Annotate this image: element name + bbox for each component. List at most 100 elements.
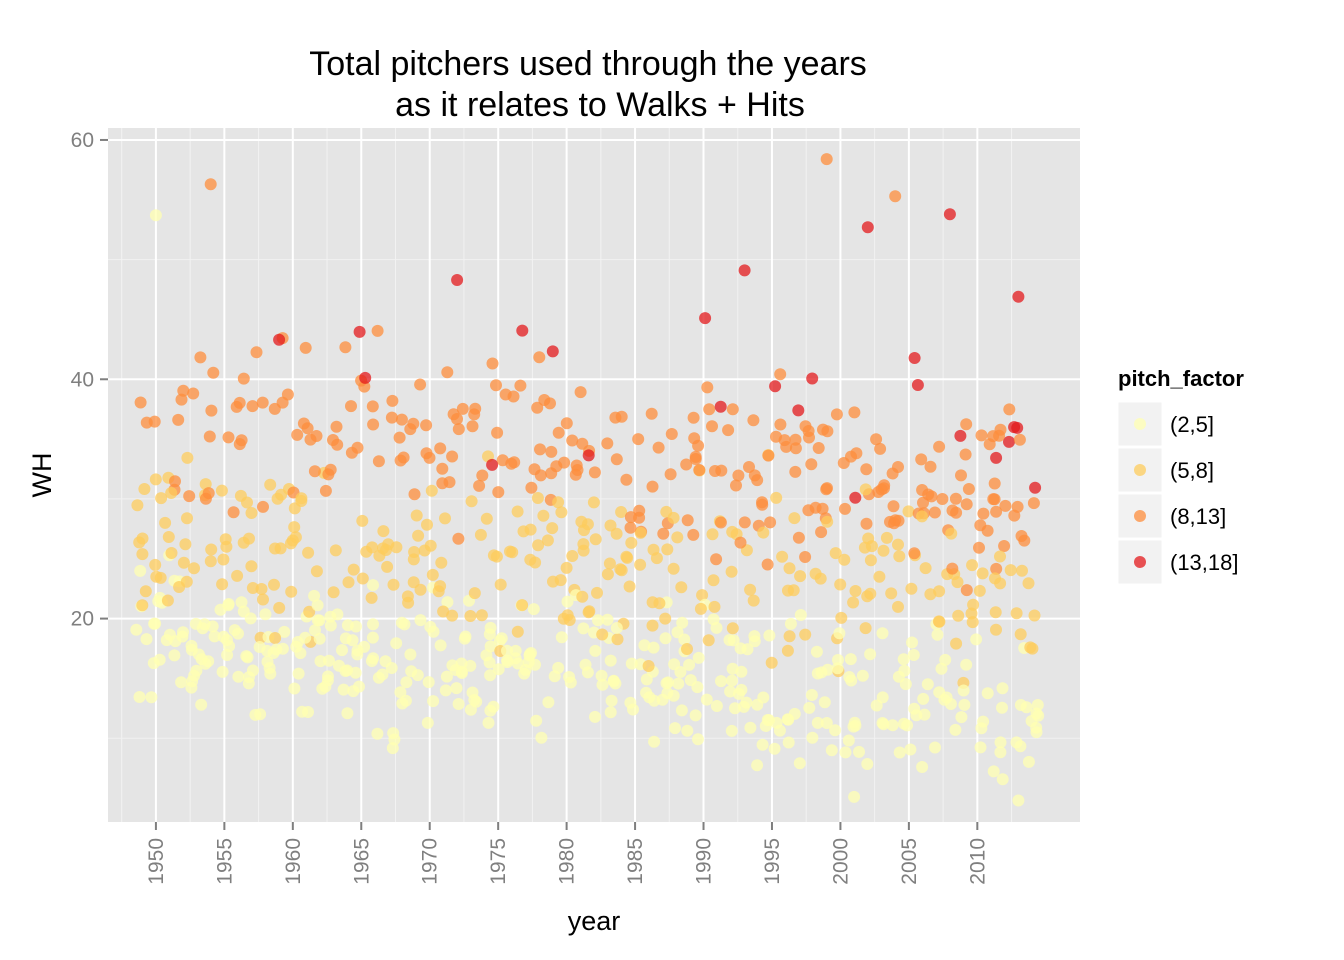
data-point <box>714 516 727 529</box>
data-point <box>950 506 963 519</box>
data-point <box>833 627 846 640</box>
data-point <box>955 469 967 482</box>
data-point <box>789 433 802 446</box>
y-axis-title: WH <box>27 453 57 498</box>
data-point <box>529 556 542 569</box>
data-point <box>692 651 705 664</box>
data-point <box>859 622 872 635</box>
data-point <box>259 608 272 621</box>
data-point <box>219 533 232 546</box>
y-axis-ticks: 20 40 60 <box>71 129 108 631</box>
data-point <box>308 589 321 602</box>
data-point <box>738 516 751 529</box>
data-point <box>917 496 929 509</box>
data-point <box>452 423 465 436</box>
data-point <box>949 492 962 505</box>
data-point <box>764 516 777 529</box>
data-point <box>820 717 833 729</box>
data-point <box>898 664 911 677</box>
legend-label: (2,5] <box>1170 412 1214 437</box>
data-point <box>424 539 437 552</box>
data-point <box>1015 530 1028 542</box>
data-point <box>530 714 543 727</box>
data-point <box>787 584 800 597</box>
data-point <box>667 562 680 575</box>
data-point <box>975 722 988 735</box>
data-point <box>436 462 449 475</box>
data-point <box>734 536 747 549</box>
data-point <box>1010 736 1023 749</box>
data-point <box>342 576 355 589</box>
data-point <box>675 704 688 717</box>
data-point <box>973 541 985 554</box>
data-point <box>412 529 425 542</box>
data-point <box>401 590 414 603</box>
data-point <box>436 477 449 490</box>
data-point <box>422 676 435 689</box>
data-point <box>646 480 659 493</box>
data-point <box>303 605 316 618</box>
data-point <box>960 418 973 431</box>
data-point <box>425 484 438 497</box>
data-point <box>408 488 421 501</box>
data-point <box>525 481 538 494</box>
data-point <box>710 700 723 712</box>
data-point <box>257 500 269 513</box>
data-point <box>815 526 828 539</box>
data-point <box>292 667 305 680</box>
data-point <box>366 631 379 644</box>
y-tick-label: 20 <box>71 608 94 631</box>
data-point <box>591 586 603 599</box>
data-point <box>295 495 308 507</box>
data-point <box>769 380 782 393</box>
data-point <box>491 426 504 439</box>
data-point <box>933 585 946 598</box>
x-tick-label: 1950 <box>145 838 168 885</box>
data-point <box>243 671 255 684</box>
data-point <box>700 693 713 706</box>
data-point <box>892 538 904 551</box>
data-point <box>381 560 394 573</box>
chart-title: Total pitchers used through the years as… <box>309 45 867 124</box>
data-point <box>744 583 757 596</box>
data-point <box>388 733 401 746</box>
data-point <box>469 402 482 415</box>
data-point <box>839 746 852 759</box>
data-point <box>669 722 681 735</box>
data-point <box>691 681 704 694</box>
data-point <box>432 585 445 598</box>
data-point <box>476 469 489 482</box>
data-point <box>243 532 255 545</box>
data-point <box>480 512 493 525</box>
data-point <box>741 643 754 656</box>
data-point <box>683 658 696 671</box>
data-point <box>788 707 801 720</box>
data-point <box>319 484 332 497</box>
data-points <box>130 153 1045 807</box>
data-point <box>638 639 651 652</box>
data-point <box>951 576 964 589</box>
data-point <box>574 386 587 399</box>
data-point <box>202 655 215 668</box>
data-point <box>989 606 1002 619</box>
data-point <box>601 613 614 626</box>
data-point <box>899 678 912 691</box>
data-point <box>794 609 807 621</box>
data-point <box>880 531 893 544</box>
chart-title-line-1: Total pitchers used through the years <box>309 45 867 83</box>
data-point <box>255 583 268 595</box>
data-point <box>516 599 529 612</box>
data-point <box>848 790 861 803</box>
data-point <box>535 731 548 744</box>
data-point <box>587 496 600 509</box>
data-point <box>288 521 301 534</box>
data-point <box>878 482 890 495</box>
data-point <box>492 486 505 499</box>
data-point <box>743 461 755 473</box>
data-point <box>527 603 540 616</box>
data-point <box>821 515 834 528</box>
data-point <box>681 724 694 737</box>
data-point <box>892 514 905 527</box>
data-point <box>437 605 450 618</box>
data-point <box>311 599 324 612</box>
